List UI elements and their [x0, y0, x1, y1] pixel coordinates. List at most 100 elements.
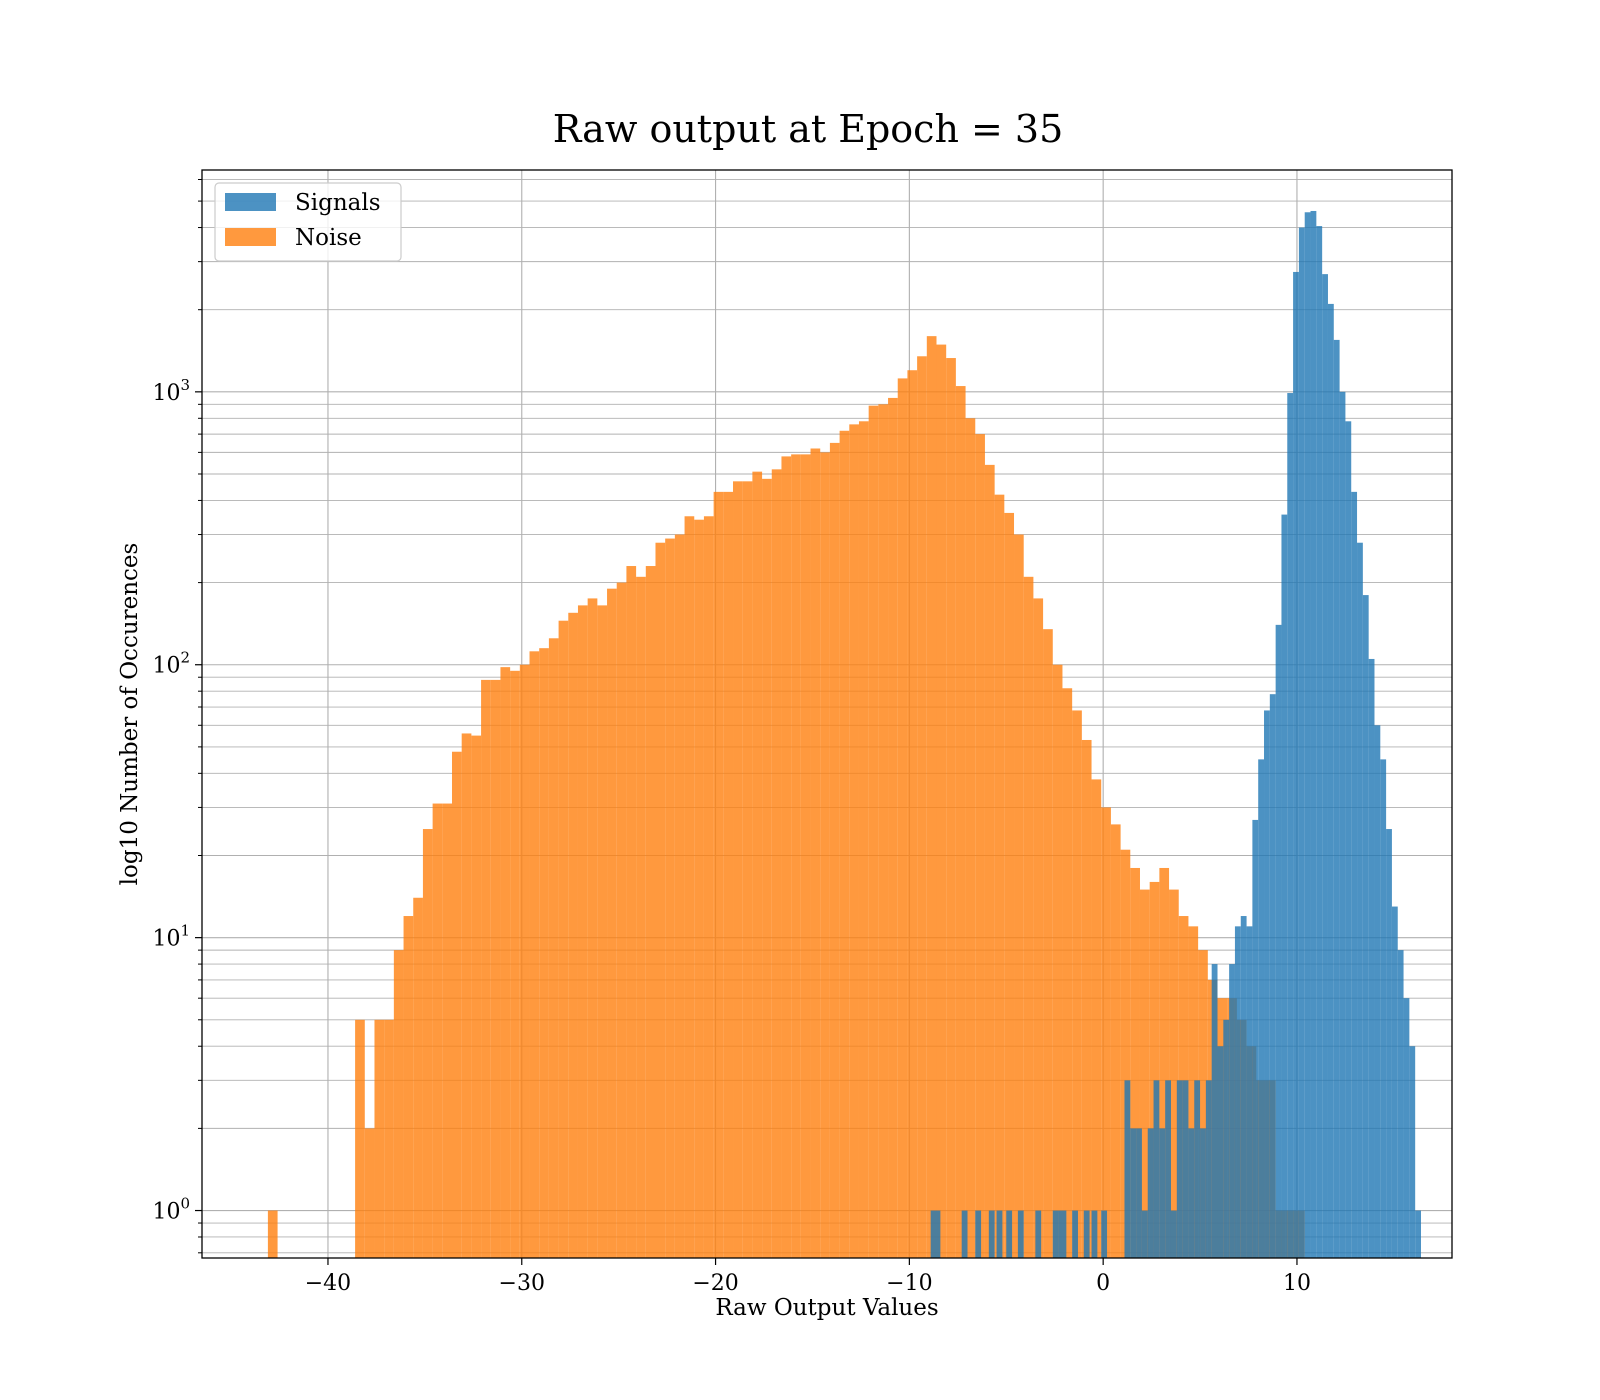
- noise-bar: [1004, 512, 1015, 1258]
- plot-frame: [201, 169, 1453, 1259]
- signals-bar: [1264, 710, 1270, 1258]
- signals-bar: [1415, 1210, 1421, 1258]
- signals-bar: [1240, 916, 1247, 1258]
- noise-bar: [839, 430, 850, 1259]
- signals-bar: [1386, 829, 1392, 1258]
- signals-bar: [1200, 1128, 1206, 1258]
- noise-bar: [1043, 629, 1053, 1258]
- noise-bar: [616, 582, 627, 1258]
- x-tick-label: −20: [692, 1271, 738, 1296]
- noise-bar: [829, 442, 840, 1258]
- noise-bar: [471, 735, 482, 1258]
- legend-swatch-signals: [225, 193, 276, 211]
- noise-bar: [607, 588, 617, 1258]
- signals-bar: [1252, 819, 1259, 1258]
- signals-bar: [1269, 694, 1276, 1258]
- noise-bar: [577, 605, 588, 1258]
- y-tick-label: 101: [152, 922, 190, 952]
- signals-bar: [1159, 1128, 1166, 1258]
- signals-bar: [1374, 725, 1381, 1258]
- signals-bar: [1304, 212, 1311, 1258]
- noise-bar: [1072, 710, 1082, 1258]
- noise-bar: [820, 452, 830, 1259]
- noise-bar: [723, 491, 734, 1259]
- noise-bar: [626, 566, 637, 1258]
- signals-bar: [1310, 210, 1317, 1258]
- noise-bar: [975, 434, 985, 1258]
- noise-bar: [1110, 824, 1121, 1258]
- noise-bar: [665, 538, 675, 1258]
- noise-bar: [645, 566, 656, 1258]
- signals-bar: [988, 1210, 995, 1258]
- y-tick-label: 103: [152, 376, 190, 406]
- signals-bar: [1035, 1210, 1042, 1258]
- signals-bar: [1339, 391, 1346, 1258]
- signals-bar: [1091, 1210, 1098, 1258]
- noise-bar: [393, 950, 404, 1258]
- signals-bar: [1380, 759, 1387, 1258]
- signals-bar: [975, 1210, 982, 1258]
- noise-bar: [510, 670, 520, 1258]
- noise-bar: [529, 651, 540, 1258]
- noise-bar: [1120, 849, 1131, 1258]
- noise-bar: [907, 370, 918, 1258]
- signals-bar: [1130, 1128, 1137, 1258]
- x-tick-label: −10: [886, 1271, 932, 1296]
- noise-bar: [422, 829, 433, 1258]
- signals-bar: [1229, 964, 1235, 1258]
- signals-bar: [1234, 926, 1241, 1258]
- signals-bar: [1072, 1210, 1078, 1258]
- noise-bar: [548, 638, 559, 1258]
- noise-bar: [1198, 950, 1208, 1258]
- y-axis-ticks: 100 101 102 103: [152, 178, 202, 1254]
- noise-bar: [267, 1210, 278, 1258]
- signals-bar: [1345, 421, 1352, 1258]
- noise-bar: [762, 478, 772, 1258]
- noise-bar: [703, 516, 714, 1258]
- noise-bar: [955, 386, 966, 1259]
- x-tick-label: 0: [1096, 1271, 1110, 1296]
- noise-bar: [1149, 881, 1160, 1258]
- legend-swatch-noise: [225, 228, 276, 246]
- noise-bar: [1159, 867, 1170, 1258]
- signals-bar: [1136, 1128, 1142, 1258]
- signals-bar: [1217, 1046, 1224, 1258]
- signals-bar: [1052, 1210, 1059, 1258]
- signals-bar: [1188, 1128, 1195, 1258]
- noise-bar: [800, 454, 811, 1259]
- noise-bar: [500, 667, 511, 1258]
- noise-bar: [897, 378, 908, 1258]
- noise-bar: [694, 519, 704, 1258]
- plot-area: [201, 169, 1453, 1259]
- noise-bar: [713, 491, 724, 1259]
- signals-bar: [930, 1210, 941, 1258]
- legend-label-signals: Signals: [295, 190, 381, 216]
- signals-bar: [1327, 303, 1334, 1258]
- signals-bar: [1333, 339, 1340, 1258]
- legend-label-noise: Noise: [295, 225, 362, 251]
- noise-bar: [1130, 867, 1140, 1258]
- signals-bar: [1403, 998, 1410, 1258]
- signals-bar: [1351, 491, 1358, 1259]
- noise-bar: [374, 1019, 385, 1258]
- x-tick-label: 10: [1283, 1271, 1311, 1296]
- noise-bar: [984, 464, 995, 1258]
- signals-bar: [1322, 274, 1328, 1258]
- signals-bar: [1147, 1128, 1154, 1258]
- y-tick-label: 100: [152, 1195, 190, 1225]
- signals-bar: [1287, 393, 1294, 1258]
- signals-bar: [1141, 1210, 1148, 1258]
- signals-bar: [1153, 1080, 1160, 1258]
- signals-bar: [1058, 1210, 1067, 1258]
- noise-bar: [946, 358, 956, 1258]
- signals-bar: [1293, 271, 1299, 1258]
- signals-bar: [1101, 1210, 1108, 1258]
- noise-bar: [752, 471, 763, 1258]
- noise-bar: [655, 542, 666, 1258]
- noise-bar: [965, 418, 976, 1258]
- signals-bar: [1357, 542, 1363, 1258]
- noise-bar: [519, 664, 530, 1258]
- x-axis-ticks: −40 −30 −20 −10 0 10: [305, 1258, 1311, 1296]
- noise-bar: [442, 803, 452, 1258]
